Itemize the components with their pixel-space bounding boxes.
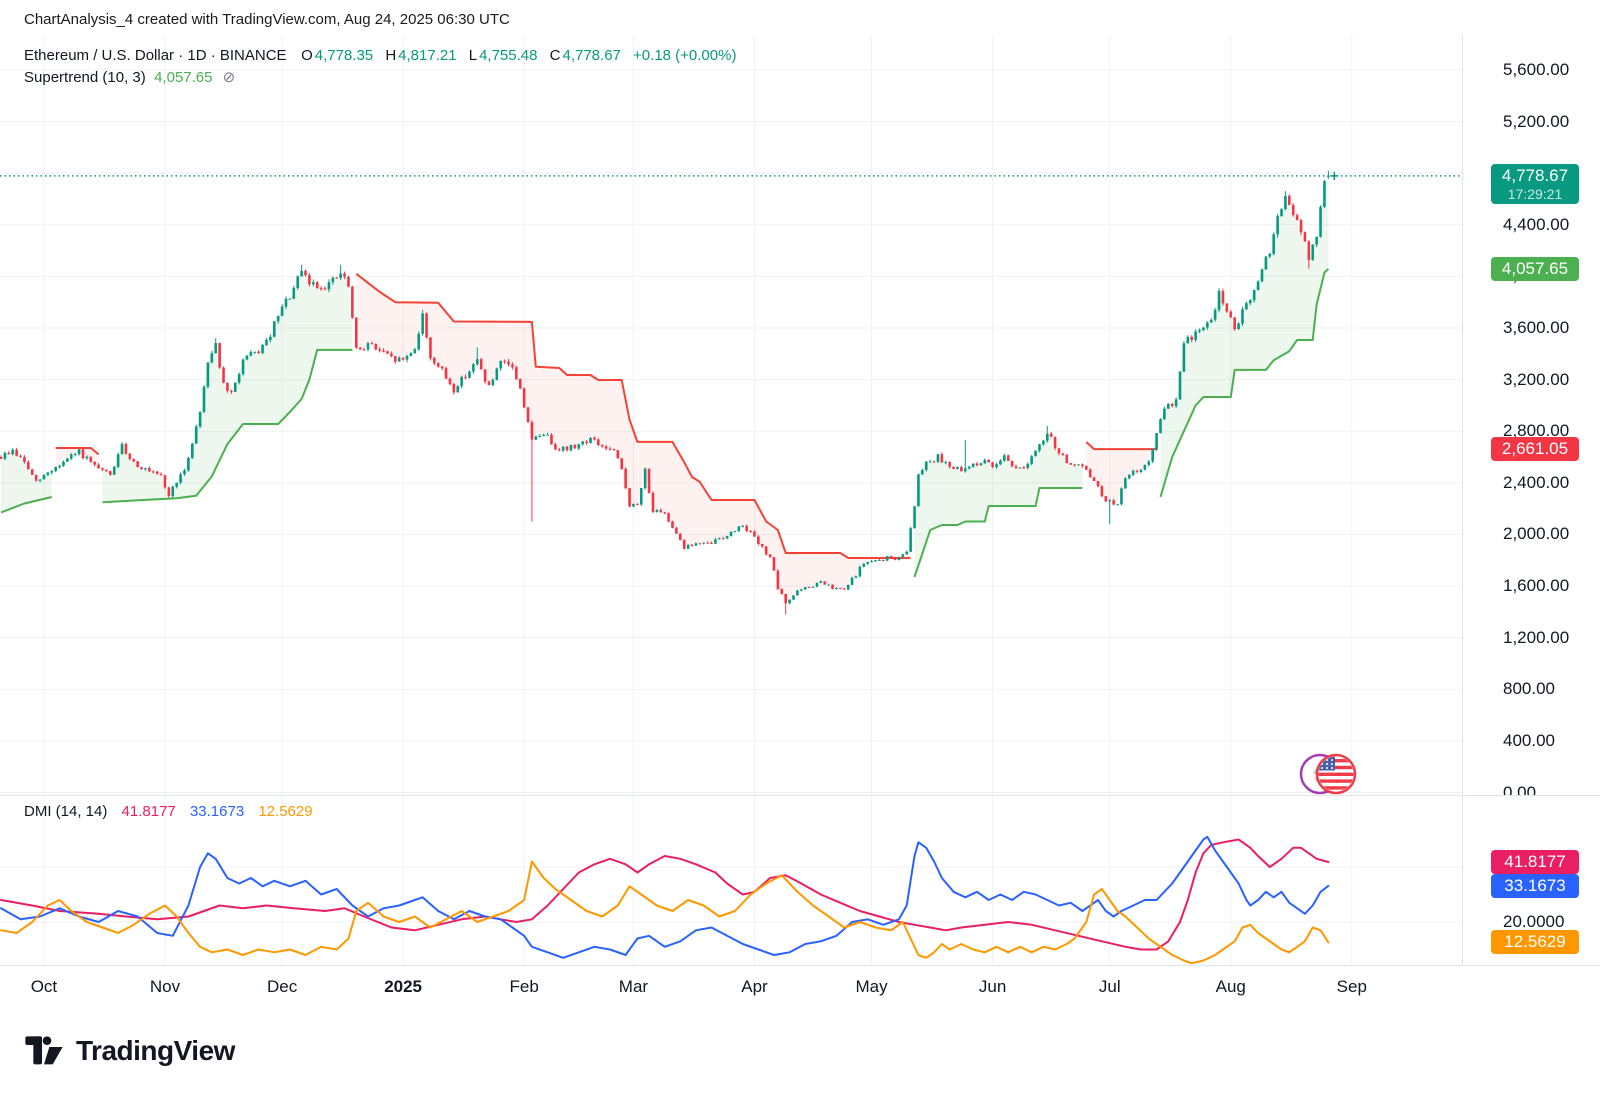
high-value: 4,817.21: [398, 47, 457, 64]
time-axis-label-Jul: Jul: [1098, 977, 1121, 996]
axis-tick-label: 5,600.00: [1503, 59, 1570, 79]
footer-branding: TradingView: [24, 1034, 235, 1068]
supertrend-value: 4,057.65: [154, 69, 213, 86]
supertrend-bands: [0, 175, 1330, 604]
dmi-plus-di-value: 33.1673: [189, 803, 245, 820]
axis-tick-label: 1,200.00: [1503, 627, 1570, 647]
time-axis-label-Dec: Dec: [266, 977, 298, 996]
change-value: +0.18 (+0.00%): [633, 47, 737, 64]
axis-tick-label: 3,600.00: [1503, 317, 1570, 337]
price-pane-svg[interactable]: [0, 36, 1462, 795]
dmi-line-plusDI: [0, 835, 1330, 959]
dmi-pane[interactable]: [0, 795, 1462, 966]
time-axis-label-May: May: [855, 977, 888, 996]
time-axis-label-Feb: Feb: [509, 977, 539, 996]
snapshot-title: ChartAnalysis_4 created with TradingView…: [24, 11, 510, 28]
price-pane[interactable]: [0, 36, 1462, 795]
supertrend-value-badge: 4,057.65: [1491, 256, 1579, 281]
dmi-legend: DMI (14, 14) 41.8177 33.1673 12.5629: [24, 803, 323, 820]
time-axis-label-Aug: Aug: [1215, 977, 1246, 996]
high-label: H: [385, 47, 397, 64]
time-axis-label-Oct: Oct: [30, 977, 58, 996]
time-axis-label-Mar: Mar: [618, 977, 649, 996]
time-axis-label-Nov: Nov: [149, 977, 181, 996]
axis-tick-label: 3,200.00: [1503, 369, 1570, 389]
symbol-title: Ethereum / U.S. Dollar · 1D · BINANCE: [24, 47, 287, 64]
time-axis-label-2025: 2025: [384, 977, 423, 996]
axis-tick-label: 800.00: [1503, 679, 1555, 699]
axis-tick-label: 400.00: [1503, 730, 1555, 750]
dmi-grid: [0, 796, 1462, 965]
time-axis-label-Sep: Sep: [1336, 977, 1367, 996]
axis-tick-label: 2,800.00: [1503, 421, 1570, 441]
price-axis[interactable]: 0.00 400.00 800.00 1,200.00 1,600.00 2,000.00…: [1462, 36, 1600, 802]
candles: [0, 170, 1330, 615]
axis-tick-label: 5,200.00: [1503, 111, 1570, 131]
close-value: 4,778.67: [562, 47, 621, 64]
axis-tick-label: 1,600.00: [1503, 576, 1570, 596]
bar-countdown: 17:29:21: [1507, 185, 1563, 202]
open-value: 4,778.35: [314, 47, 374, 64]
dmi-line-minusDI: [0, 860, 1330, 965]
price-grid: [0, 36, 1462, 795]
dmi-minus-di-badge: 12.5629: [1491, 930, 1579, 955]
dmi-title: DMI (14, 14): [24, 803, 108, 820]
dmi-plus-di-badge: 33.1673: [1491, 873, 1579, 898]
low-label: L: [468, 47, 478, 64]
axis-tick-label: 4,400.00: [1503, 214, 1570, 234]
dmi-adx-value: 41.8177: [121, 803, 176, 820]
time-axis[interactable]: Oct Nov Dec 2025 Feb Mar Apr May Jun Jul Aug Sep: [0, 965, 1600, 1011]
current-bar-marker-icon: [1330, 171, 1339, 180]
axis-tick-label: 2,400.00: [1503, 472, 1570, 492]
tradingview-brand-text: TradingView: [76, 1035, 235, 1066]
time-axis-label-Apr: Apr: [741, 977, 768, 996]
supertrend-error-icon: ⊘: [222, 69, 236, 86]
supertrend-name: Supertrend (10, 3): [24, 69, 146, 86]
last-price-badge: 4,778.67 17:29:21: [1491, 163, 1579, 204]
instrument-logos-watermark: [1296, 752, 1358, 796]
axis-tick-label: 2,000.00: [1503, 524, 1570, 544]
low-value: 4,755.48: [479, 47, 538, 64]
tradingview-logo-icon: [25, 1036, 63, 1065]
open-label: O: [301, 47, 313, 64]
dmi-line-ADX: [0, 838, 1330, 951]
dmi-minus-di-value: 12.5629: [258, 803, 313, 820]
dmi-pane-svg[interactable]: [0, 796, 1462, 965]
supertrend-legend-row: Supertrend (10, 3) 4,057.65 ⊘: [24, 67, 738, 89]
supertrend-stop-badge: 2,661.05: [1491, 437, 1579, 462]
dmi-axis[interactable]: 20.0000 41.8177 33.1673 12.5629: [1462, 795, 1600, 966]
ethusd-pair-logo-icon: [1299, 753, 1357, 795]
time-axis-label-Jun: Jun: [978, 977, 1007, 996]
close-label: C: [549, 47, 561, 64]
dmi-adx-badge: 41.8177: [1491, 850, 1579, 874]
axis-tick-label: 20.0000: [1503, 912, 1565, 931]
